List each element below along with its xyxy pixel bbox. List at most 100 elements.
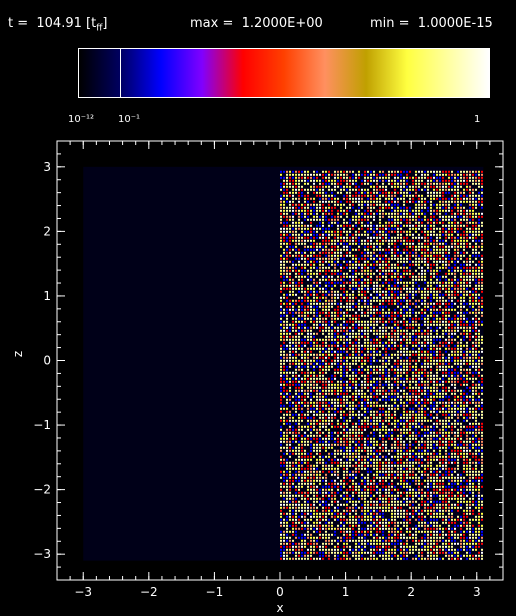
- heatmap-cell: [337, 308, 339, 311]
- heatmap-cell: [289, 242, 291, 245]
- heatmap-cell: [367, 254, 369, 257]
- heatmap-cell: [319, 473, 321, 476]
- heatmap-cell: [328, 398, 330, 401]
- heatmap-cell: [337, 317, 339, 320]
- heatmap-cell: [373, 422, 375, 425]
- heatmap-cell: [292, 404, 294, 407]
- heatmap-cell: [328, 380, 330, 383]
- heatmap-cell: [319, 440, 321, 443]
- heatmap-cell: [283, 347, 285, 350]
- heatmap-cell: [382, 260, 384, 263]
- heatmap-cell: [337, 506, 339, 509]
- heatmap-cell: [289, 383, 291, 386]
- heatmap-cell: [391, 557, 393, 560]
- heatmap-cell: [295, 458, 297, 461]
- heatmap-cell: [340, 530, 342, 533]
- heatmap-cell: [364, 536, 366, 539]
- heatmap-cell: [376, 305, 378, 308]
- heatmap-cell: [289, 347, 291, 350]
- heatmap-cell: [367, 356, 369, 359]
- heatmap-cell: [310, 350, 312, 353]
- heatmap-cell: [385, 233, 387, 236]
- heatmap-cell: [280, 440, 282, 443]
- heatmap-cell: [376, 392, 378, 395]
- heatmap-cell: [331, 326, 333, 329]
- heatmap-cell: [280, 260, 282, 263]
- heatmap-cell: [355, 554, 357, 557]
- heatmap-cell: [394, 500, 396, 503]
- heatmap-cell: [382, 341, 384, 344]
- heatmap-cell: [376, 503, 378, 506]
- heatmap-cell: [343, 389, 345, 392]
- heatmap-cell: [295, 341, 297, 344]
- heatmap-cell: [298, 248, 300, 251]
- heatmap-cell: [370, 479, 372, 482]
- heatmap-cell: [361, 266, 363, 269]
- heatmap-cell: [313, 449, 315, 452]
- heatmap-cell: [328, 338, 330, 341]
- heatmap-cell: [283, 419, 285, 422]
- heatmap-cell: [319, 281, 321, 284]
- heatmap-cell: [283, 416, 285, 419]
- heatmap-cell: [307, 257, 309, 260]
- heatmap-cell: [331, 419, 333, 422]
- heatmap-cell: [292, 512, 294, 515]
- heatmap-cell: [325, 350, 327, 353]
- heatmap-cell: [373, 485, 375, 488]
- heatmap-cell: [289, 230, 291, 233]
- heatmap-cell: [382, 347, 384, 350]
- heatmap-cell: [379, 353, 381, 356]
- heatmap-cell: [343, 281, 345, 284]
- heatmap-cell: [409, 338, 411, 341]
- heatmap-cell: [304, 275, 306, 278]
- heatmap-cell: [283, 275, 285, 278]
- heatmap-cell: [298, 299, 300, 302]
- heatmap-cell: [376, 461, 378, 464]
- heatmap-cell: [409, 473, 411, 476]
- heatmap-cell: [349, 206, 351, 209]
- heatmap-cell: [346, 464, 348, 467]
- heatmap-cell: [370, 209, 372, 212]
- heatmap-cell: [331, 503, 333, 506]
- heatmap-cell: [340, 395, 342, 398]
- heatmap-cell: [322, 200, 324, 203]
- heatmap-cell: [319, 242, 321, 245]
- heatmap-cell: [304, 338, 306, 341]
- heatmap-cell: [313, 203, 315, 206]
- heatmap-cell: [292, 224, 294, 227]
- heatmap-cell: [319, 371, 321, 374]
- heatmap-cell: [313, 227, 315, 230]
- heatmap-cell: [382, 512, 384, 515]
- heatmap-cell: [385, 365, 387, 368]
- heatmap-cell: [409, 482, 411, 485]
- heatmap-cell: [316, 515, 318, 518]
- heatmap-cell: [298, 455, 300, 458]
- heatmap-cell: [301, 467, 303, 470]
- heatmap-cell: [397, 179, 399, 182]
- heatmap-cell: [343, 470, 345, 473]
- heatmap-cell: [379, 314, 381, 317]
- heatmap-cell: [397, 428, 399, 431]
- heatmap-cell: [367, 314, 369, 317]
- heatmap-cell: [352, 380, 354, 383]
- heatmap-cell: [295, 377, 297, 380]
- heatmap-cell: [370, 356, 372, 359]
- heatmap-cell: [367, 278, 369, 281]
- heatmap-cell: [301, 524, 303, 527]
- heatmap-cell: [286, 488, 288, 491]
- heatmap-cell: [310, 512, 312, 515]
- heatmap-cell: [361, 443, 363, 446]
- heatmap-cell: [412, 302, 414, 305]
- heatmap-cell: [301, 350, 303, 353]
- heatmap-cell: [358, 524, 360, 527]
- heatmap-cell: [304, 206, 306, 209]
- heatmap-cell: [355, 191, 357, 194]
- heatmap-cell: [328, 521, 330, 524]
- heatmap-cell: [346, 458, 348, 461]
- heatmap-cell: [352, 458, 354, 461]
- heatmap-cell: [349, 338, 351, 341]
- heatmap-cell: [403, 455, 405, 458]
- heatmap-cell: [367, 332, 369, 335]
- heatmap-cell: [352, 176, 354, 179]
- heatmap-cell: [280, 488, 282, 491]
